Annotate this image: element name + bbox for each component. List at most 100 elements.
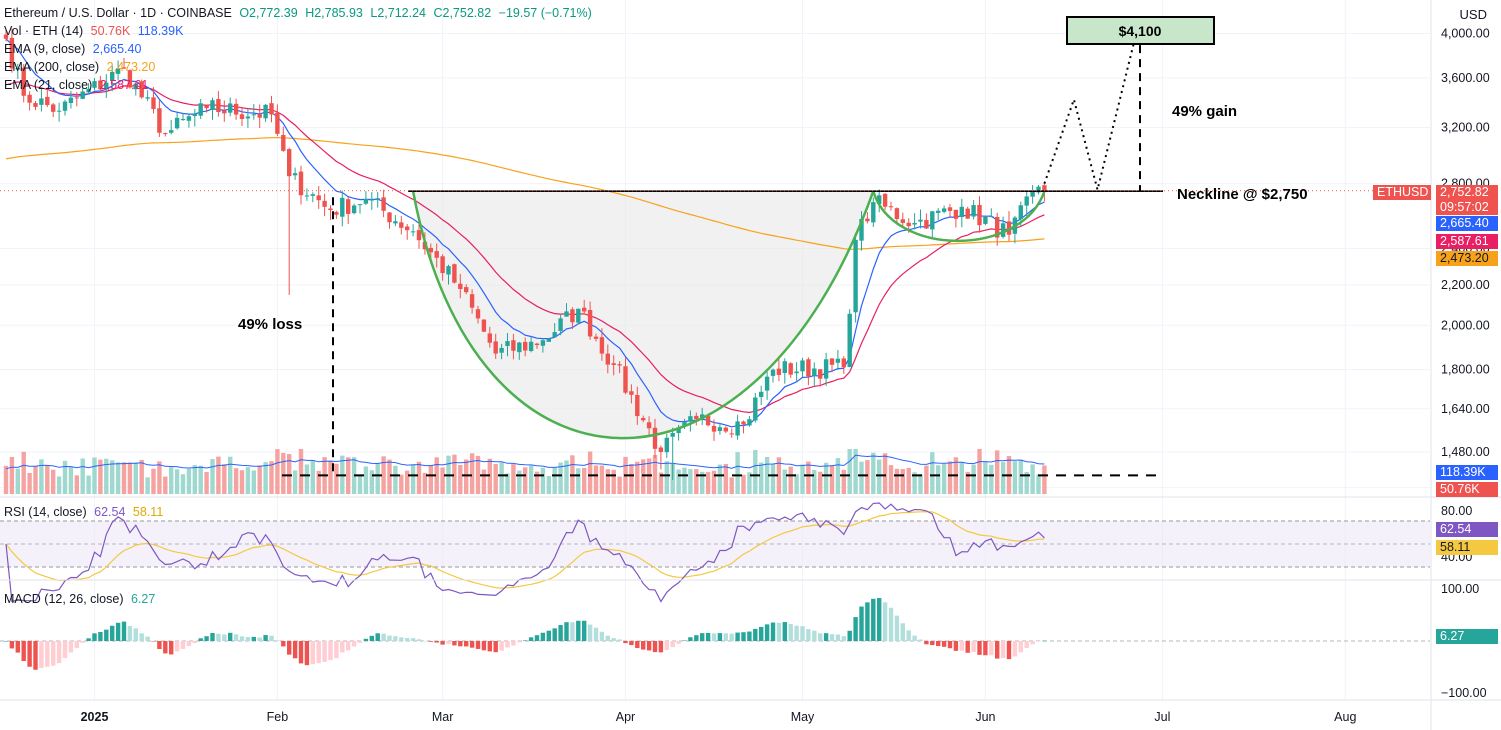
candle (593, 333, 599, 342)
candle (33, 100, 38, 111)
macd-bar (776, 622, 782, 641)
candle (464, 284, 469, 295)
volume-bar (735, 452, 740, 494)
volume-bar (635, 461, 640, 494)
macd-bar (995, 641, 1000, 659)
macd-bar (511, 641, 516, 646)
candle (723, 426, 728, 434)
candle (800, 357, 805, 377)
candle (670, 427, 675, 480)
time-axis[interactable]: 2025 Feb Mar Apr May Jun Jul Aug (81, 710, 1357, 724)
candle (340, 190, 345, 227)
price-axis-tick: 3,200.00 (1441, 120, 1490, 134)
volume-bar (700, 471, 705, 494)
candle (764, 371, 770, 400)
macd-bar (133, 628, 138, 641)
price-axis-tick: 3,600.00 (1441, 71, 1490, 85)
macd-bar (900, 623, 905, 641)
macd-bar (487, 641, 492, 652)
candle (871, 197, 876, 227)
volume-bar (51, 469, 56, 494)
candle (387, 212, 392, 229)
time-axis-tick: Jun (975, 710, 995, 724)
candle (287, 147, 292, 295)
price-axis-tick: 1,480.00 (1441, 445, 1490, 459)
volume-bar (965, 471, 970, 494)
currency-selector[interactable]: USD (1459, 7, 1487, 22)
volume-bar (711, 470, 717, 494)
macd-bar (74, 641, 79, 649)
volume-bar (546, 475, 551, 494)
macd-bar (346, 641, 351, 651)
candle (369, 192, 374, 210)
macd-bar (829, 634, 835, 641)
candle (918, 209, 923, 229)
macd-bar (611, 638, 616, 641)
ema9-label: EMA (9, close) (4, 42, 86, 56)
macd-bar (493, 641, 498, 653)
volume-bar (930, 452, 935, 494)
volume-bar (281, 452, 286, 494)
macd-bar (540, 632, 546, 641)
volume-bar (263, 462, 268, 494)
candle (711, 419, 717, 441)
macd-bar (198, 638, 203, 641)
volume-bar (15, 468, 20, 494)
macd-bar (853, 617, 858, 641)
ema21-tag: 2,587.61 (1436, 234, 1498, 249)
volume-bar (416, 461, 422, 494)
last-price-tag: 2,752.82 (1436, 185, 1498, 200)
candle (216, 91, 221, 117)
candle (576, 308, 581, 325)
target-box (1066, 16, 1215, 45)
candle (452, 263, 457, 284)
macd-bar (924, 641, 929, 645)
candle (794, 362, 799, 381)
candle (912, 213, 917, 230)
candle (204, 105, 209, 113)
candle (27, 91, 32, 111)
macd-bar (599, 631, 605, 641)
candle (98, 75, 103, 91)
macd-bar (882, 602, 888, 641)
macd-bar (15, 641, 20, 653)
volume-bar (888, 465, 894, 494)
candle (469, 289, 475, 314)
candle (841, 356, 846, 374)
volume-bar (275, 449, 280, 494)
candle (953, 209, 959, 228)
volume-bar (776, 457, 782, 494)
candle (552, 323, 557, 338)
candle (145, 90, 150, 102)
candle (180, 112, 186, 121)
price-axis-tick: 1,640.00 (1441, 402, 1490, 416)
macd-bar (859, 606, 864, 641)
time-axis-tick: Mar (432, 710, 454, 724)
candle (947, 204, 953, 218)
volume-bar (694, 469, 699, 494)
volume-bar (269, 461, 274, 494)
volume-bar (1000, 462, 1006, 494)
candle (186, 113, 192, 128)
macd-bar (977, 641, 982, 655)
ema200-value: 2,473.20 (106, 60, 156, 74)
volume-bar (357, 474, 363, 494)
macd-bar (688, 637, 693, 641)
macd-bar (759, 626, 764, 641)
volume-bar (505, 473, 510, 494)
time-axis-tick: May (791, 710, 815, 724)
candle (652, 418, 658, 459)
candle (399, 215, 404, 235)
volume-bar (346, 457, 351, 494)
macd-bar (292, 641, 298, 659)
candle (924, 213, 929, 230)
projection-path (1043, 22, 1140, 190)
volume-bar (434, 457, 439, 494)
volume-bar (180, 474, 186, 494)
volume-bar (316, 470, 321, 494)
volume-bar (458, 465, 463, 494)
volume-bar (523, 467, 528, 494)
candle (346, 196, 351, 225)
volume-bar (422, 472, 428, 494)
